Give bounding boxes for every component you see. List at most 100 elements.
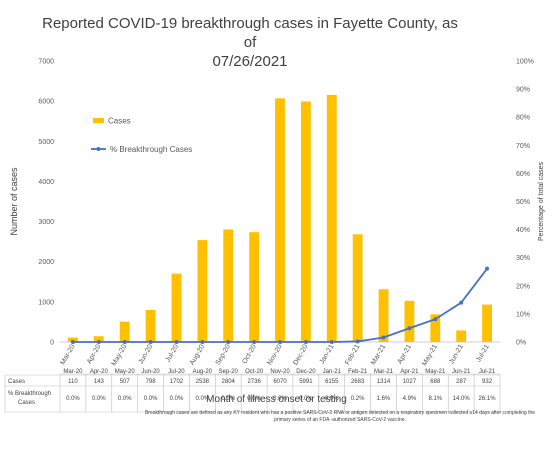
bar-cases [93, 336, 104, 342]
y2-tick-label: 60% [516, 171, 530, 178]
table-cell-cases: 2538 [196, 379, 210, 385]
point-breakthrough-pct [200, 340, 205, 344]
point-breakthrough-pct [329, 340, 334, 344]
table-row-label-pct-line2: Cases [18, 400, 35, 406]
chart-title-line1: Reported COVID-19 breakthrough cases in … [42, 15, 458, 51]
table-header-cell: Nov-20 [270, 369, 290, 375]
table-header-cell: Jan-21 [323, 369, 342, 375]
table-cell-cases: 2736 [247, 379, 261, 385]
y-tick-label: 5000 [38, 139, 54, 146]
x-tick-label: May-21 [421, 343, 439, 367]
y2-tick-label: 10% [516, 311, 530, 318]
table-header-cell: Feb-21 [348, 369, 368, 375]
table-cell-pct: 0.0% [144, 396, 158, 402]
table-cell-cases: 5991 [299, 379, 313, 385]
legend-marker-breakthrough [96, 147, 101, 151]
table-cell-pct: 0.0% [247, 396, 261, 402]
table-cell-cases: 2683 [351, 379, 365, 385]
y2-tick-label: 90% [516, 87, 530, 94]
point-breakthrough-pct [355, 339, 360, 344]
x-tick-label: Jan-21 [319, 343, 336, 365]
y-tick-label: 2000 [38, 259, 54, 266]
table-header-cell: Dec-20 [296, 369, 316, 375]
bar-cases [456, 330, 467, 342]
table-header-cell: Oct-20 [245, 369, 264, 375]
x-tick-label: Dec-20 [292, 343, 309, 366]
bar-cases [378, 289, 389, 342]
table-header-cell: Jul-20 [168, 369, 185, 375]
table-cell-cases: 6070 [273, 379, 287, 385]
table-header-cell: Mar-20 [63, 369, 83, 375]
table-cell-pct: 1.6% [377, 396, 391, 402]
table-cell-cases: 507 [120, 379, 131, 385]
table-cell-pct: 0.0% [273, 396, 287, 402]
point-breakthrough-pct [407, 326, 412, 331]
table-header-cell: Apr-21 [400, 369, 419, 375]
bar-cases [68, 337, 78, 342]
y2-tick-label: 100% [516, 59, 534, 66]
table-header-cell: Mar-21 [374, 369, 394, 375]
bar-cases [223, 229, 234, 342]
footnote: Breakthrough cases are defined as any KY… [144, 410, 536, 423]
table-header-cell: May-21 [425, 369, 446, 375]
y-axis-title: Number of cases [9, 167, 19, 236]
point-breakthrough-pct [122, 340, 127, 344]
table-cell-pct: 4.9% [403, 396, 417, 402]
point-breakthrough-pct [459, 300, 464, 305]
y-tick-label: 7000 [38, 59, 54, 66]
x-tick-label: Jul-20 [165, 343, 181, 363]
legend-swatch-cases [93, 118, 104, 123]
bar-cases [300, 101, 311, 342]
x-tick-label: Aug-20 [189, 343, 206, 366]
bar-cases [119, 321, 130, 342]
x-tick-label: Jun-21 [448, 343, 465, 365]
y2-tick-label: 80% [516, 115, 530, 122]
x-tick-label: Feb-21 [344, 343, 361, 366]
x-tick-label: Jul-21 [475, 343, 491, 363]
table-cell-cases: 1027 [403, 379, 417, 385]
table-cell-cases: 287 [456, 379, 467, 385]
y-tick-label: 3000 [38, 219, 54, 226]
x-tick-label: Apr-21 [397, 343, 414, 365]
table-cell-pct: 0.0% [170, 396, 184, 402]
table-cell-pct: 14.0% [453, 396, 471, 402]
bar-cases [197, 240, 208, 342]
table-cell-pct: 0.0% [325, 396, 339, 402]
bar-cases [430, 314, 441, 342]
y-tick-label: 0 [50, 340, 54, 347]
y2-tick-label: 20% [516, 283, 530, 290]
bar-cases [404, 300, 415, 342]
point-breakthrough-pct [381, 335, 386, 340]
table-cell-pct: 0.0% [221, 396, 235, 402]
x-tick-label: Mar-21 [370, 343, 387, 366]
table-cell-pct: 0.0% [92, 396, 106, 402]
table-cell-cases: 1702 [170, 379, 184, 385]
table-cell-pct: 0.0% [118, 396, 132, 402]
table-header-cell: Jul-21 [479, 369, 496, 375]
table-header-cell: Apr-20 [90, 369, 109, 375]
x-tick-label: Oct-20 [241, 343, 258, 365]
y2-tick-label: 30% [516, 255, 530, 262]
table-row-label-pct-line1: % Breakthrough [8, 391, 51, 397]
y-tick-label: 6000 [38, 99, 54, 106]
point-breakthrough-pct [252, 340, 257, 344]
table-header-cell: May-20 [115, 369, 136, 375]
table-cell-pct: 0.0% [299, 396, 313, 402]
y2-tick-label: 50% [516, 199, 530, 206]
y2-tick-label: 40% [516, 227, 530, 234]
point-breakthrough-pct [278, 340, 282, 344]
table-cell-cases: 2804 [222, 379, 236, 385]
table-header-cell: Jun-21 [452, 369, 471, 375]
x-tick-label: May-20 [111, 343, 129, 367]
table-cell-pct: 0.2% [351, 396, 365, 402]
point-breakthrough-pct [433, 317, 438, 322]
table-cell-cases: 932 [482, 379, 493, 385]
table-cell-pct: 0.0% [66, 396, 80, 402]
table-header-cell: Aug-20 [193, 369, 213, 375]
table-cell-pct: 26.1% [479, 396, 497, 402]
point-breakthrough-pct [96, 340, 101, 344]
point-breakthrough-pct [70, 340, 75, 344]
y2-axis-title: Percentage of total cases [538, 162, 545, 241]
table-cell-cases: 110 [68, 379, 78, 385]
